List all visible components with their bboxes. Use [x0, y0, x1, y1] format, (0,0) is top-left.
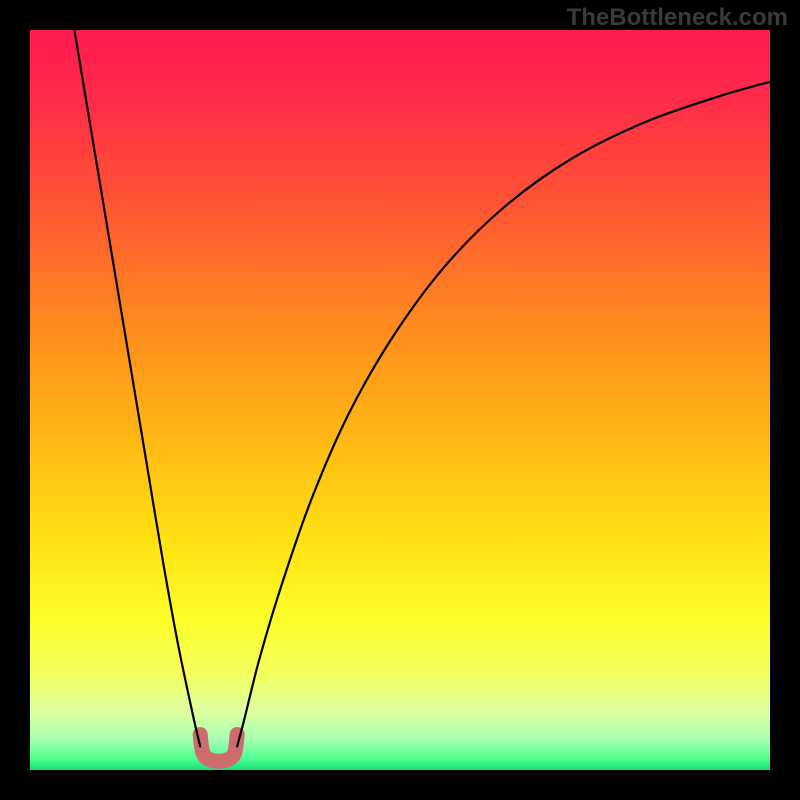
chart-container: TheBottleneck.com	[0, 0, 800, 800]
bottleneck-chart	[0, 0, 800, 800]
watermark-text: TheBottleneck.com	[567, 4, 788, 32]
gradient-background	[30, 30, 770, 770]
